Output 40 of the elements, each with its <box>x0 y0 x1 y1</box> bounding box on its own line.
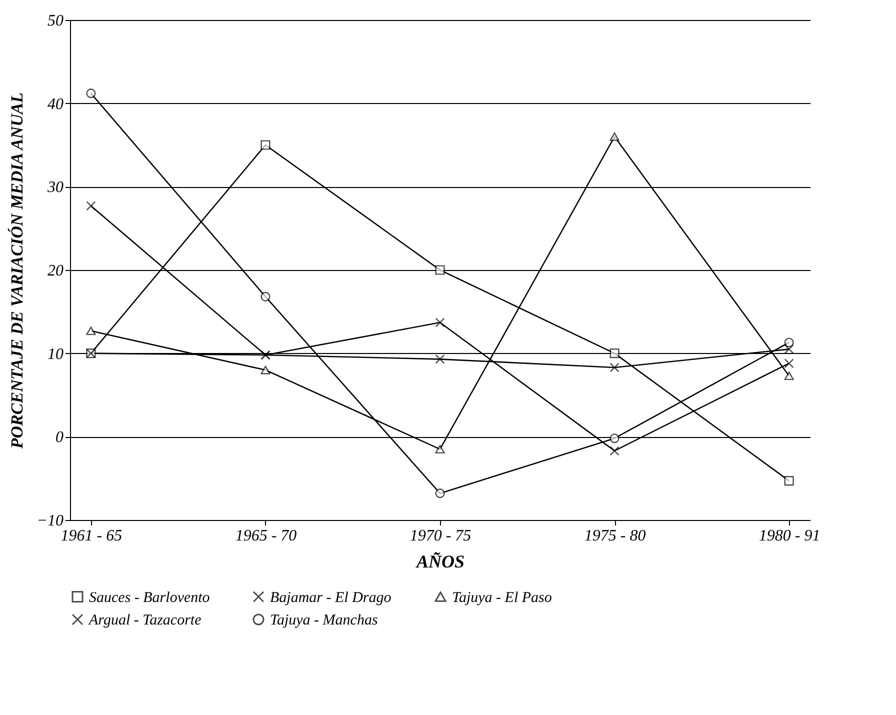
point <box>610 132 620 141</box>
point <box>784 344 794 354</box>
point <box>435 488 445 498</box>
y-tick-label: 10 <box>48 346 64 363</box>
y-tick-label: 20 <box>48 262 64 280</box>
point <box>784 372 794 380</box>
legend-label: Tajuya - Manchas <box>270 612 378 628</box>
point <box>610 434 620 444</box>
legend-label: Bajamar - El Drago <box>270 590 392 606</box>
y-tick-label: 30 <box>46 179 64 196</box>
point <box>260 366 270 374</box>
point <box>784 338 794 348</box>
y-tick-label: 40 <box>48 96 64 113</box>
y-tick-label: 50 <box>48 12 64 30</box>
x-tick-label: 1975 - 80 <box>584 528 646 544</box>
y-axis-title: PORCENTAJE DE VARIACIÓN MEDIA ANUAL <box>8 92 27 450</box>
point <box>610 362 620 372</box>
x-tick-label: 1961 - 65 <box>60 528 122 544</box>
y-tick-label: −10 <box>36 512 64 530</box>
point <box>610 348 620 358</box>
x-tick-label: 1980 - 91 <box>758 528 820 544</box>
legend-label: Sauces - Barlovento <box>89 590 210 606</box>
point <box>435 318 445 328</box>
x-tick-label: 1965 - 70 <box>235 528 297 544</box>
point <box>435 354 445 364</box>
point <box>435 444 445 454</box>
point <box>610 446 620 456</box>
point <box>784 476 794 486</box>
point <box>86 88 96 98</box>
point <box>86 201 96 211</box>
x-tick-label: 1970 - 75 <box>410 528 472 544</box>
point <box>260 140 270 150</box>
legend-label: Tajuya - El Paso <box>452 590 552 606</box>
point <box>260 292 270 302</box>
y-tick-label: 0 <box>56 429 64 446</box>
point <box>435 265 445 275</box>
legend-label: Argual - Tazacorte <box>88 612 202 628</box>
point <box>784 358 794 368</box>
x-axis-title: AÑOS <box>415 552 465 572</box>
point <box>86 326 96 336</box>
